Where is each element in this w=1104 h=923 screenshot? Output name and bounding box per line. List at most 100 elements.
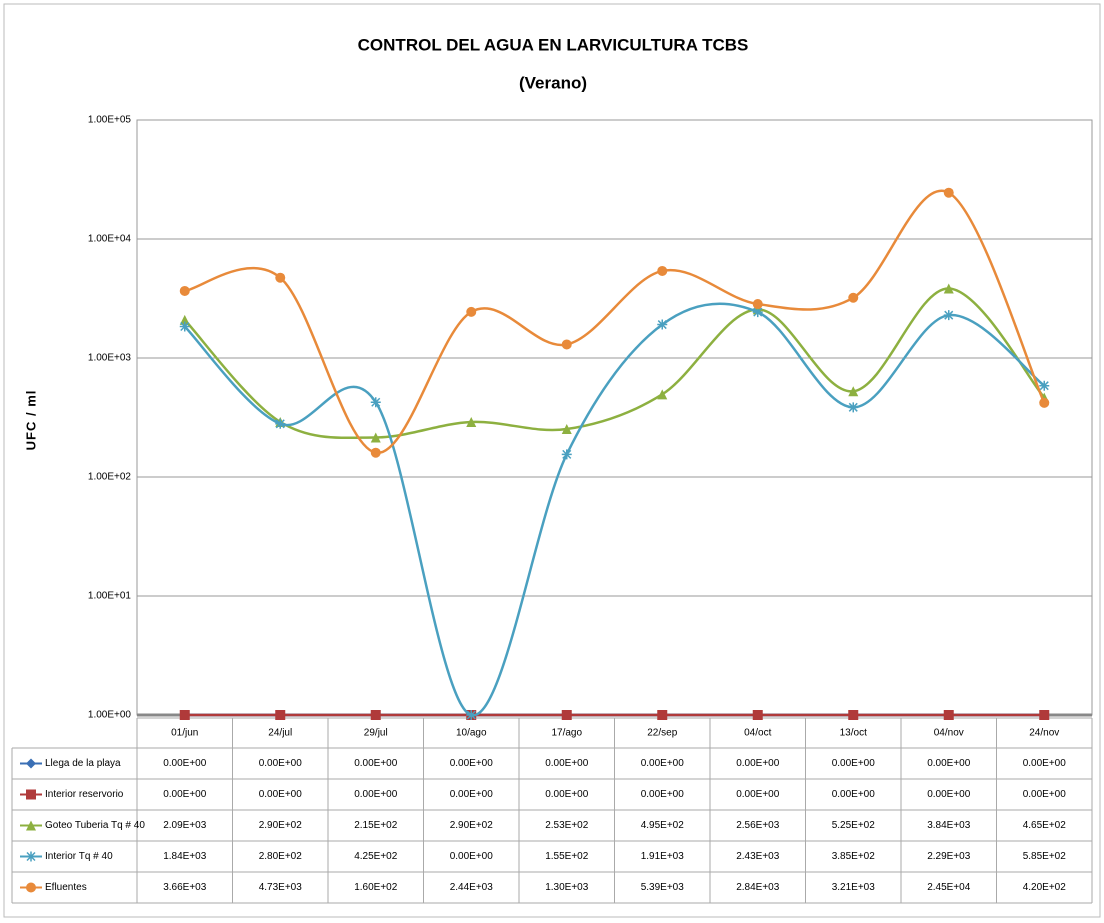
- table-value: 2.80E+02: [259, 851, 303, 862]
- legend-label: Interior Tq # 40: [45, 851, 113, 862]
- legend-label: Llega de la playa: [45, 758, 121, 769]
- table-value: 0.00E+00: [736, 758, 780, 769]
- marker: [1039, 397, 1050, 408]
- y-tick-label: 1.00E+02: [88, 472, 132, 483]
- table-value: 1.84E+03: [163, 851, 207, 862]
- legend-label: Efluentes: [45, 882, 87, 893]
- table-value: 3.21E+03: [832, 882, 876, 893]
- table-value: 0.00E+00: [832, 758, 876, 769]
- marker: [752, 307, 763, 318]
- table-value: 2.53E+02: [545, 820, 589, 831]
- marker: [657, 265, 668, 276]
- y-tick-label: 1.00E+03: [88, 353, 132, 364]
- table-value: 0.00E+00: [354, 789, 398, 800]
- marker: [179, 321, 190, 332]
- marker: [752, 710, 763, 720]
- table-value: 0.00E+00: [832, 789, 876, 800]
- table-value: 4.65E+02: [1023, 820, 1067, 831]
- y-axis-label: UFC / ml: [23, 390, 38, 451]
- table-value: 2.29E+03: [927, 851, 971, 862]
- x-tick-label: 13/oct: [840, 728, 867, 739]
- table-value: 0.00E+00: [354, 758, 398, 769]
- table-value: 1.30E+03: [545, 882, 589, 893]
- marker: [657, 319, 668, 330]
- marker: [26, 882, 36, 893]
- marker: [26, 820, 36, 831]
- legend-label: Interior reservorio: [45, 789, 124, 800]
- marker: [26, 789, 36, 800]
- series: [179, 302, 1050, 720]
- table-value: 0.00E+00: [545, 789, 589, 800]
- marker: [179, 314, 190, 325]
- table-value: 4.73E+03: [259, 882, 303, 893]
- marker: [943, 710, 954, 720]
- table-value: 2.90E+02: [259, 820, 303, 831]
- marker: [943, 283, 954, 294]
- table-value: 5.25E+02: [832, 820, 876, 831]
- x-tick-label: 17/ago: [551, 728, 582, 739]
- marker: [275, 272, 286, 283]
- table-value: 0.00E+00: [736, 789, 780, 800]
- marker: [943, 187, 954, 198]
- y-tick-label: 1.00E+01: [88, 591, 132, 602]
- table-value: 4.95E+02: [641, 820, 685, 831]
- table-value: 0.00E+00: [641, 789, 685, 800]
- table-value: 2.90E+02: [450, 820, 494, 831]
- marker: [370, 397, 381, 408]
- marker: [848, 292, 859, 303]
- x-tick-label: 29/jul: [364, 728, 388, 739]
- series-line: [184, 189, 1046, 454]
- marker: [275, 418, 286, 429]
- marker: [179, 710, 190, 720]
- table-value: 0.00E+00: [1023, 758, 1067, 769]
- marker: [657, 389, 668, 400]
- marker: [1039, 710, 1050, 720]
- chart-subtitle: (Verano): [519, 73, 587, 92]
- marker: [848, 386, 859, 397]
- table-value: 2.84E+03: [736, 882, 780, 893]
- marker: [370, 432, 381, 443]
- table-value: 0.00E+00: [545, 758, 589, 769]
- marker: [466, 416, 477, 427]
- table-value: 5.85E+02: [1023, 851, 1067, 862]
- marker: [943, 310, 954, 321]
- marker: [561, 339, 572, 350]
- table-value: 0.00E+00: [163, 789, 207, 800]
- marker: [657, 710, 668, 720]
- table-value: 0.00E+00: [927, 789, 971, 800]
- table-value: 1.55E+02: [545, 851, 589, 862]
- table-value: 2.15E+02: [354, 820, 398, 831]
- marker: [561, 424, 572, 435]
- table-value: 2.09E+03: [163, 820, 207, 831]
- table-value: 4.20E+02: [1023, 882, 1067, 893]
- marker: [848, 710, 859, 720]
- table-value: 0.00E+00: [259, 758, 303, 769]
- table-value: 2.45E+04: [927, 882, 971, 893]
- series: [179, 187, 1050, 458]
- x-tick-label: 04/oct: [744, 728, 771, 739]
- y-tick-label: 1.00E+05: [88, 115, 132, 126]
- table-value: 0.00E+00: [259, 789, 303, 800]
- x-tick-label: 24/nov: [1029, 728, 1059, 739]
- chart-title: CONTROL DEL AGUA EN LARVICULTURA TCBS: [358, 35, 749, 54]
- marker: [26, 851, 36, 862]
- y-tick-label: 1.00E+04: [88, 234, 132, 245]
- table-value: 4.25E+02: [354, 851, 398, 862]
- table-value: 0.00E+00: [450, 789, 494, 800]
- marker: [561, 710, 572, 720]
- marker: [26, 758, 36, 769]
- table-value: 5.39E+03: [641, 882, 685, 893]
- table-value: 0.00E+00: [927, 758, 971, 769]
- table-value: 2.43E+03: [736, 851, 780, 862]
- marker: [370, 447, 381, 458]
- table-value: 1.91E+03: [641, 851, 685, 862]
- series-line: [183, 287, 1046, 440]
- series: [179, 710, 1050, 720]
- table-value: 1.60E+02: [354, 882, 398, 893]
- marker: [1039, 380, 1050, 391]
- x-tick-label: 10/ago: [456, 728, 487, 739]
- x-tick-label: 22/sep: [647, 728, 677, 739]
- legend-label: Goteo Tuberia Tq # 40: [45, 820, 145, 831]
- marker: [466, 710, 477, 720]
